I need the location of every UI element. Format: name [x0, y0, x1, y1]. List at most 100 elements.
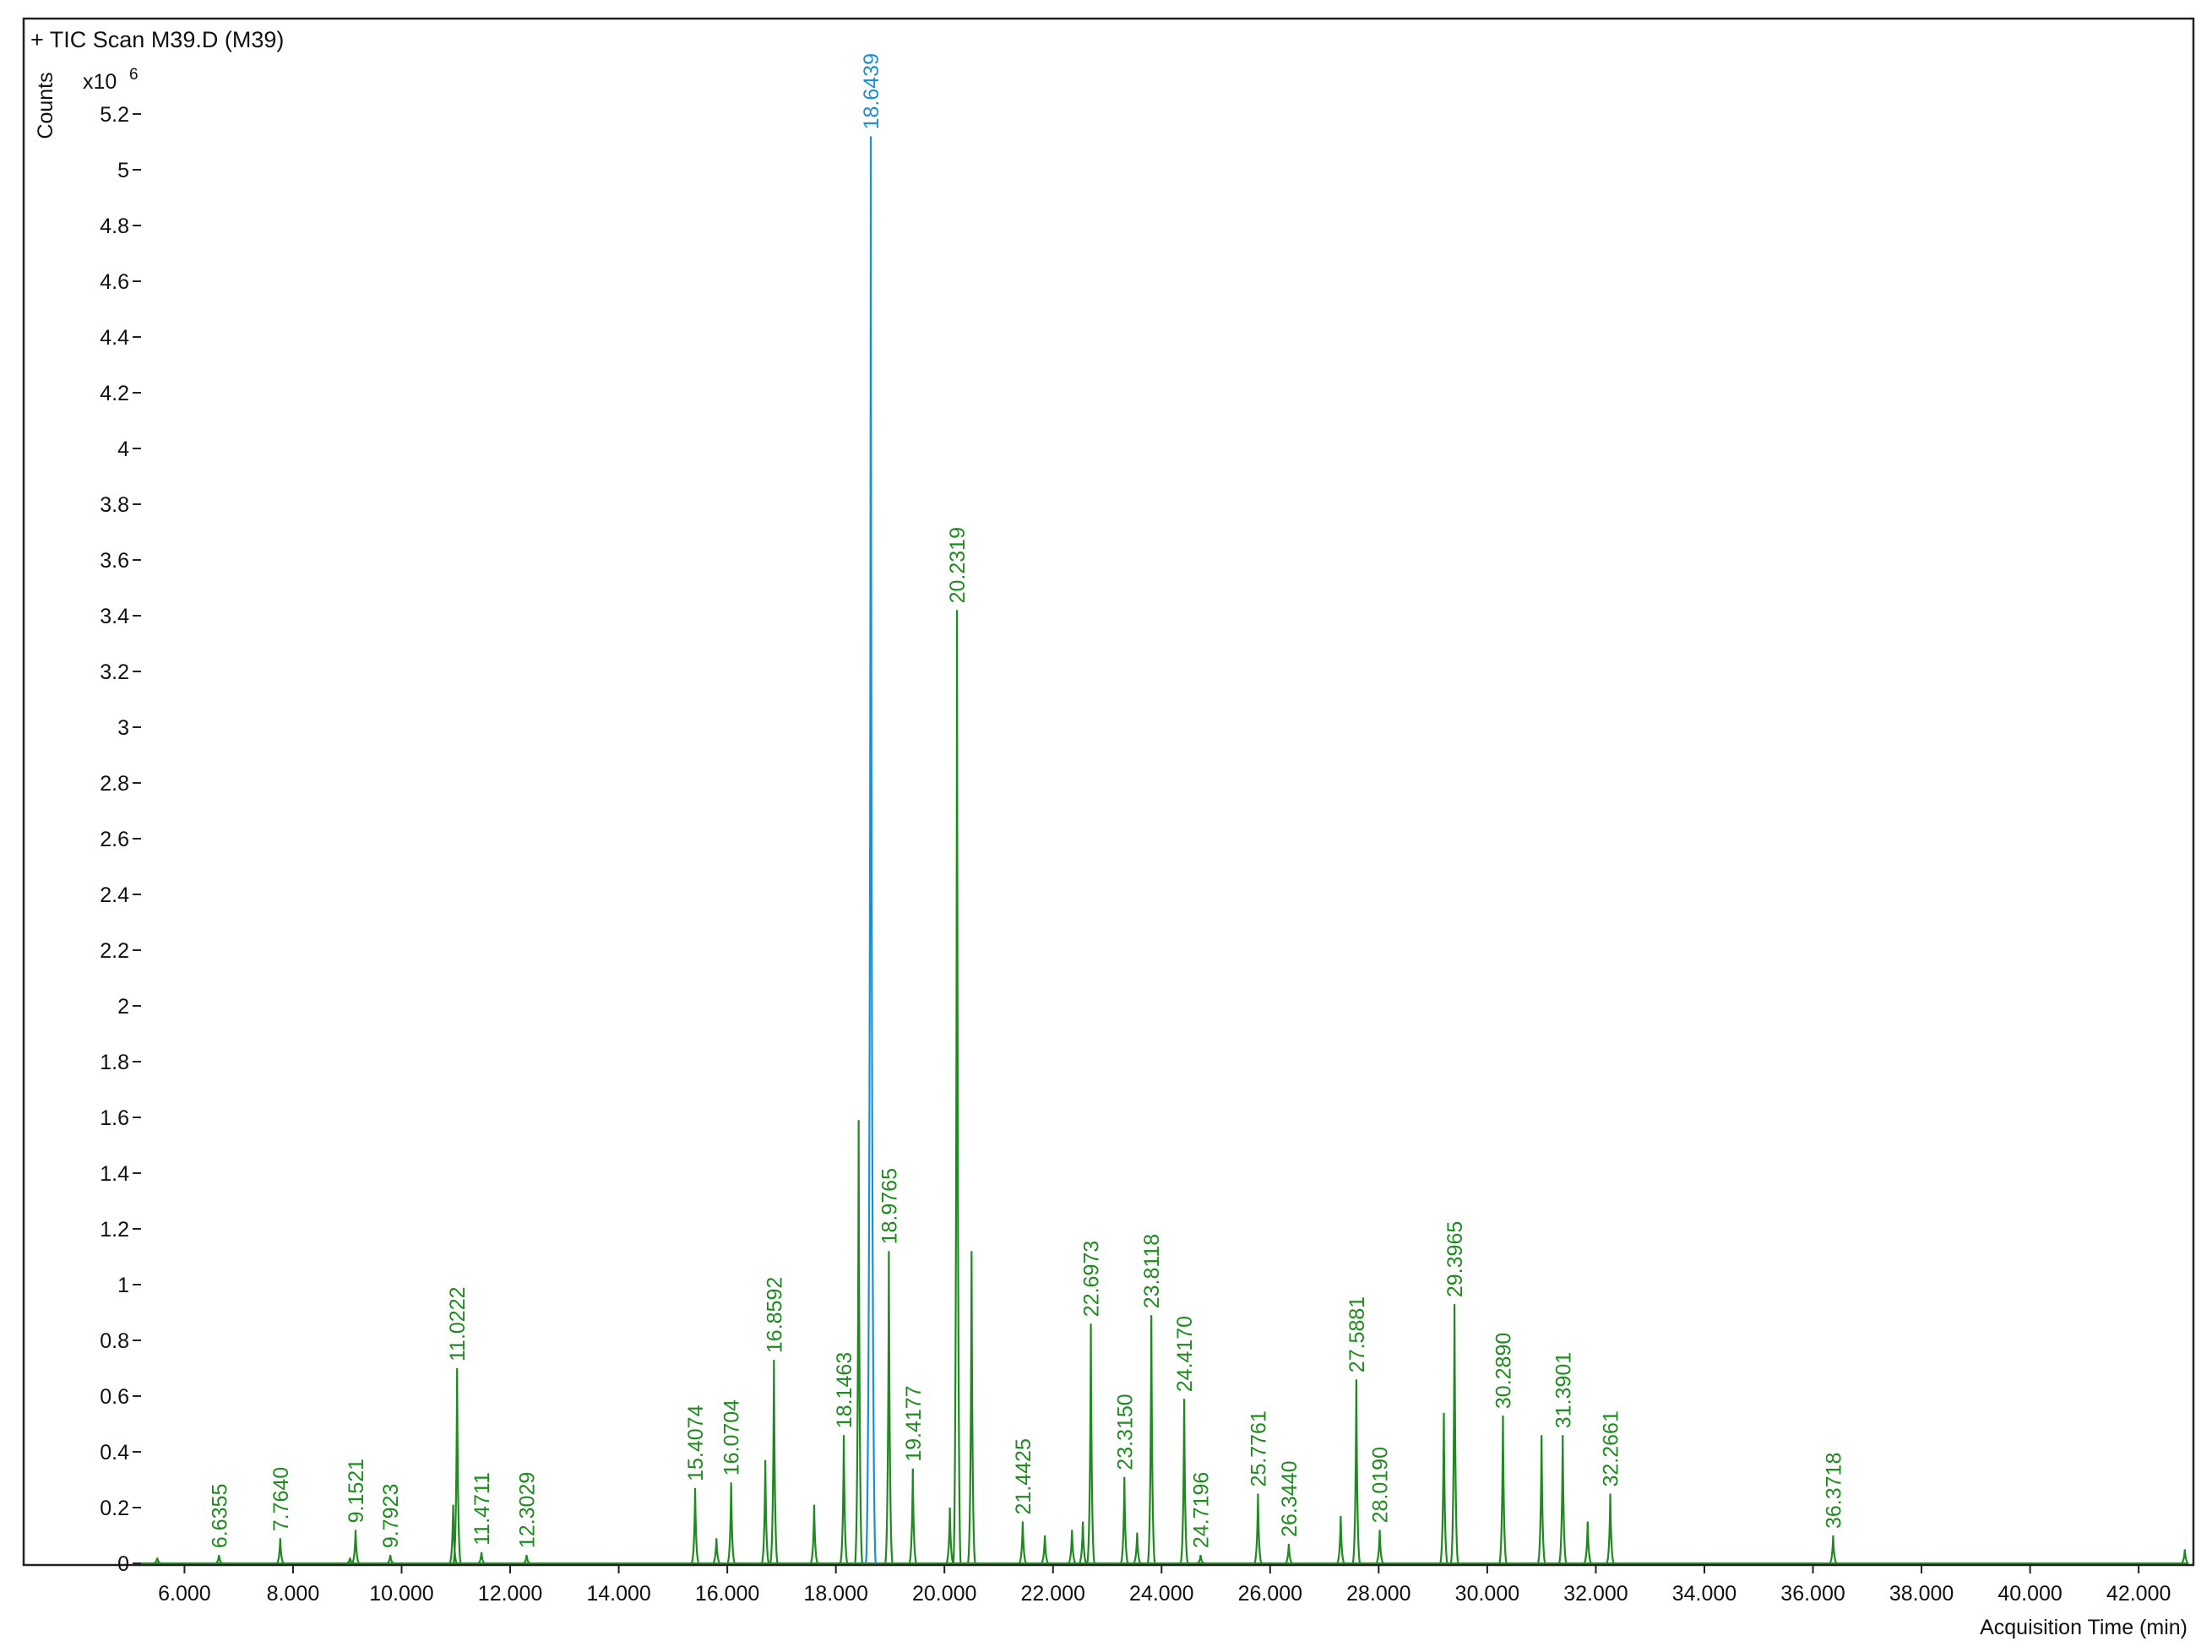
- peak: [1285, 1543, 1293, 1565]
- y-tick-label: 1: [117, 1274, 129, 1297]
- peak: [448, 1504, 459, 1565]
- y-tick-label: 3.2: [100, 660, 129, 684]
- peak: [386, 1554, 394, 1565]
- peak: [966, 1251, 976, 1565]
- peak: [1179, 1399, 1189, 1565]
- peak-label: 27.5881: [1345, 1296, 1369, 1372]
- peak: [1829, 1535, 1838, 1565]
- x-tick-label: 16.000: [695, 1582, 759, 1606]
- y-tick-label: 2.8: [100, 772, 129, 796]
- y-tick-label: 4.6: [100, 270, 129, 294]
- x-tick-label: 10.000: [369, 1582, 433, 1606]
- y-tick-label: 1.2: [100, 1218, 129, 1242]
- peak-label: 30.2890: [1492, 1333, 1515, 1409]
- peak-label: 9.1521: [345, 1459, 368, 1523]
- peak-label: 16.0704: [720, 1399, 744, 1475]
- peak: [1557, 1435, 1568, 1565]
- x-tick-label: 38.000: [1889, 1582, 1954, 1606]
- x-tick-label: 6.000: [158, 1582, 211, 1606]
- y-tick-label: 3.6: [100, 549, 129, 573]
- peak-label: 16.8592: [763, 1277, 786, 1353]
- peak: [1375, 1530, 1384, 1565]
- x-tick-label: 24.000: [1129, 1582, 1193, 1606]
- peak-label: 31.3901: [1552, 1352, 1575, 1428]
- peak: [760, 1459, 770, 1565]
- peak: [275, 1538, 285, 1565]
- y-tick-label: 0.2: [100, 1497, 129, 1520]
- y-tick-label: 5.2: [100, 103, 129, 127]
- peak: [1119, 1476, 1129, 1565]
- x-tick-label: 26.000: [1238, 1582, 1302, 1606]
- peak-label: 22.6973: [1080, 1241, 1104, 1317]
- x-tick-label: 18.000: [803, 1582, 867, 1606]
- peak: [883, 1251, 894, 1565]
- x-tick-label: 20.000: [912, 1582, 976, 1606]
- peak: [854, 1120, 864, 1565]
- peak: [1583, 1521, 1593, 1565]
- peak-label: 23.3150: [1113, 1394, 1137, 1470]
- peak: [1085, 1323, 1096, 1565]
- y-tick-label: 2.4: [100, 883, 129, 907]
- x-axis-label: Acquisition Time (min): [1980, 1616, 2188, 1639]
- peak-label: 28.0190: [1369, 1447, 1393, 1523]
- peak-label: 25.7761: [1247, 1410, 1270, 1486]
- x-tick-label: 32.000: [1563, 1582, 1628, 1606]
- peak-label: 6.6355: [208, 1484, 231, 1548]
- peak: [769, 1360, 779, 1565]
- y-tick-label: 2: [117, 995, 129, 1019]
- peak: [1605, 1493, 1616, 1565]
- peak: [1068, 1530, 1077, 1565]
- y-tick-label: 0.4: [100, 1441, 129, 1465]
- peak-label: 21.4425: [1012, 1438, 1035, 1514]
- peak-label: 12.3029: [516, 1472, 540, 1548]
- peak-label: 18.1463: [833, 1352, 856, 1428]
- y-tick-label: 1.4: [100, 1162, 129, 1186]
- peak-label: 32.2661: [1600, 1410, 1623, 1486]
- peak: [690, 1487, 700, 1565]
- peak: [1497, 1416, 1508, 1565]
- peak: [1536, 1435, 1546, 1565]
- peak: [945, 1507, 955, 1565]
- peak-label: 18.6439: [860, 53, 883, 129]
- peak: [153, 1557, 161, 1565]
- peak: [1133, 1532, 1142, 1565]
- y-axis-label: Counts: [34, 72, 57, 139]
- peak: [215, 1554, 223, 1565]
- y-tick-label: 0.8: [100, 1329, 129, 1353]
- y-exponent: 6: [129, 66, 139, 84]
- peak-label: 18.9765: [878, 1168, 901, 1244]
- peak-label: 9.7923: [379, 1484, 403, 1548]
- x-tick-label: 22.000: [1021, 1582, 1085, 1606]
- x-tick-label: 28.000: [1346, 1582, 1410, 1606]
- peak-label: 11.0222: [446, 1286, 470, 1361]
- peak-label: 23.8118: [1140, 1234, 1164, 1309]
- y-tick-label: 3: [117, 716, 129, 740]
- y-tick-label: 1.8: [100, 1051, 129, 1074]
- peak: [1196, 1554, 1205, 1565]
- peak: [1078, 1521, 1088, 1565]
- y-tick-label: 3.4: [100, 605, 129, 628]
- plot-frame: [22, 17, 2195, 1567]
- peak-label: 26.3440: [1278, 1461, 1302, 1537]
- y-tick-label: 0: [117, 1552, 129, 1576]
- y-tick-label: 2.2: [100, 939, 129, 963]
- x-tick-label: 42.000: [2106, 1582, 2171, 1606]
- peak: [726, 1482, 736, 1565]
- peak-label: 7.7640: [269, 1467, 293, 1531]
- peak: [1146, 1315, 1156, 1565]
- x-tick-label: 12.000: [478, 1582, 542, 1606]
- peak: [809, 1504, 819, 1565]
- peak: [522, 1554, 531, 1565]
- peak: [351, 1530, 361, 1565]
- y-tick-label: 3.8: [100, 493, 129, 517]
- peak-label: 11.4711: [470, 1472, 494, 1546]
- peak-label: 36.3718: [1822, 1453, 1845, 1529]
- x-tick-label: 40.000: [1997, 1582, 2062, 1606]
- peak: [908, 1468, 918, 1565]
- peak: [1041, 1535, 1050, 1565]
- peak: [1449, 1304, 1459, 1565]
- y-tick-label: 0.6: [100, 1385, 129, 1409]
- peak: [452, 1367, 462, 1565]
- peak-label: 24.7196: [1190, 1472, 1214, 1548]
